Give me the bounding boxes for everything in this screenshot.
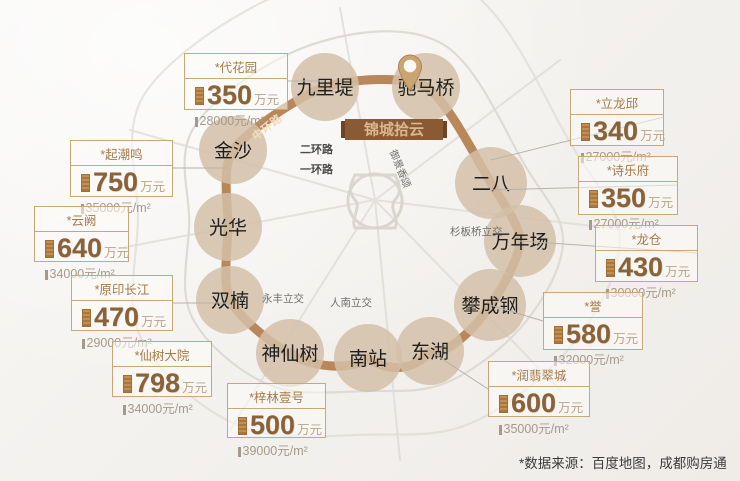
svg-text:杉板桥立交: 杉板桥立交	[450, 225, 503, 238]
svg-text:双楠: 双楠	[211, 290, 249, 312]
svg-text:九里堤: 九里堤	[296, 77, 353, 99]
svg-text:一环路: 一环路	[300, 162, 334, 176]
svg-text:永丰立交: 永丰立交	[262, 292, 304, 305]
svg-text:金沙: 金沙	[214, 140, 252, 162]
svg-text:二环路: 二环路	[300, 142, 334, 156]
svg-text:二八: 二八	[472, 174, 510, 195]
svg-text:锦城拾云: 锦城拾云	[364, 121, 424, 139]
svg-text:神仙树: 神仙树	[261, 343, 318, 365]
svg-text:攀成钢: 攀成钢	[461, 295, 518, 317]
svg-text:南站: 南站	[349, 348, 387, 370]
svg-text:光华: 光华	[209, 217, 247, 239]
svg-text:御景香颂: 御景香颂	[387, 148, 414, 190]
svg-text:人南立交: 人南立交	[330, 296, 372, 309]
